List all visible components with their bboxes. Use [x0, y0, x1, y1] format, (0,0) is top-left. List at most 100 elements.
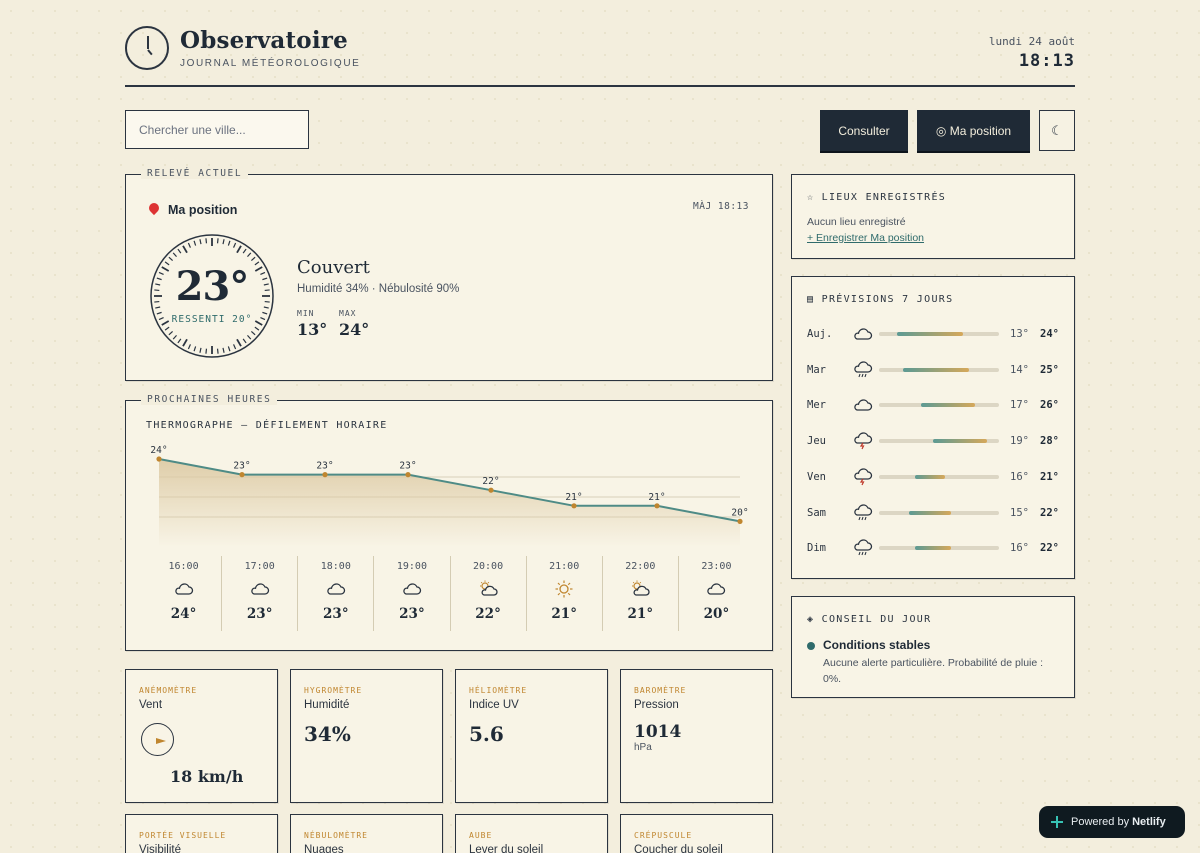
forecast-row[interactable]: Sam 15° 22°	[807, 503, 1059, 523]
hour-time: 17:00	[244, 561, 275, 572]
forecast-min: 15°	[1010, 506, 1029, 519]
current-date: lundi 24 août	[988, 35, 1075, 48]
hour-column[interactable]: 23:00 20°	[679, 556, 754, 631]
forecast-day: Dim	[807, 542, 826, 555]
netlify-badge[interactable]: Powered by Netlify	[1039, 806, 1185, 838]
chart-point	[322, 472, 328, 478]
forecast-title: ▤ PRÉVISIONS 7 JOURS	[807, 294, 954, 305]
max-label: MAX	[339, 309, 357, 318]
hour-time: 20:00	[473, 561, 504, 572]
min-block: MIN 13°	[297, 309, 327, 339]
thermograph-title: THERMOGRAPHE — DÉFILEMENT HORAIRE	[146, 420, 388, 431]
hour-column[interactable]: 16:00 24°	[146, 556, 223, 631]
forecast-max: 28°	[1040, 435, 1059, 448]
card-name: Vent	[139, 699, 163, 711]
chart-point	[571, 503, 577, 509]
hour-column[interactable]: 18:00 23°	[298, 556, 375, 631]
uv-card: HÉLIOMÈTRE Indice UV 5.6	[455, 669, 608, 803]
wind-speed: 18 km/h	[170, 767, 244, 786]
rain-icon	[852, 538, 879, 558]
chart-point	[156, 456, 162, 462]
forecast-min: 16°	[1010, 542, 1029, 555]
feels-like: RESSENTI 20°	[171, 314, 253, 325]
hour-temp: 23°	[323, 606, 349, 622]
forecast-day: Mar	[807, 363, 826, 376]
pressure-card: BAROMÈTRE Pression 1014 hPa	[620, 669, 773, 803]
hour-temp: 23°	[246, 606, 273, 622]
saved-empty-text: Aucun lieu enregistré	[807, 216, 906, 228]
temperature-dial: 23° RESSENTI 20°	[149, 233, 275, 359]
forecast-day: Auj.	[807, 328, 833, 340]
consult-button[interactable]: Consulter	[820, 110, 908, 151]
forecast-max: 25°	[1040, 363, 1059, 376]
pin-icon	[146, 200, 162, 216]
hourly-strip[interactable]: 16:00 24° 17:00 23° 18:00 23° 19:00 23° 20:0…	[146, 556, 754, 631]
clouds-card: NÉBULOMÈTRE Nuages	[290, 814, 443, 853]
forecast-max: 24°	[1040, 328, 1059, 340]
max-block: MAX 24°	[339, 309, 369, 339]
theme-toggle-button[interactable]: ☾	[1039, 110, 1075, 151]
hour-time: 23:00	[701, 561, 732, 572]
forecast-day: Jeu	[807, 435, 826, 448]
card-name: Nuages	[304, 844, 344, 853]
storm-icon	[852, 467, 879, 487]
pressure-unit: hPa	[634, 742, 652, 753]
advice-text: Aucune alerte particulière. Probabilité …	[823, 657, 1044, 685]
card-label: HÉLIOMÈTRE	[469, 686, 528, 695]
hour-column[interactable]: 22:00 21°	[603, 556, 679, 631]
forecast-min: 17°	[1010, 399, 1029, 412]
chart-point	[405, 472, 411, 478]
sun-cloud-icon	[603, 576, 678, 602]
hour-column[interactable]: 17:00 23°	[222, 556, 299, 631]
forecast-row[interactable]: Dim 16° 22°	[807, 538, 1059, 558]
forecast-row[interactable]: Mer 17° 26°	[807, 395, 1059, 415]
forecast-row[interactable]: Mar 14° 25°	[807, 360, 1059, 380]
forecast-min: 14°	[1010, 363, 1029, 376]
panel-legend: RELEVÉ ACTUEL	[141, 168, 249, 179]
card-name: Coucher du soleil	[634, 844, 723, 853]
hour-temp: 24°	[170, 606, 197, 622]
powered-by-label: Powered by	[1071, 816, 1130, 828]
forecast-max: 26°	[1040, 399, 1059, 412]
hour-column[interactable]: 19:00 23°	[374, 556, 451, 631]
cloud-icon	[222, 576, 297, 602]
min-temp: 13°	[297, 320, 328, 339]
dial-ticks-icon	[150, 234, 274, 358]
chart-point-label: 21°	[648, 492, 665, 503]
chart-point	[239, 472, 245, 478]
city-search-input[interactable]	[125, 110, 309, 149]
hour-temp: 21°	[627, 606, 654, 622]
forecast-day: Ven	[807, 470, 826, 483]
netlify-brand: Netlify	[1132, 816, 1166, 828]
card-label: ANÉMOMÈTRE	[139, 686, 198, 695]
compass-icon	[141, 723, 174, 756]
card-label: AUBE	[469, 831, 493, 840]
hour-column[interactable]: 20:00 22°	[451, 556, 527, 631]
card-label: CRÉPUSCULE	[634, 831, 693, 840]
save-position-link[interactable]: + Enregistrer Ma position	[807, 232, 925, 244]
temp-range-bar	[879, 332, 999, 336]
hour-column[interactable]: 21:00 21°	[527, 556, 603, 631]
sunset-card: CRÉPUSCULE Coucher du soleil	[620, 814, 773, 853]
visibility-card: PORTÉE VISUELLE Visibilité	[125, 814, 278, 853]
netlify-icon	[1051, 816, 1063, 828]
hour-temp: 23°	[399, 606, 425, 622]
saved-places-panel: ☆ LIEUX ENREGISTRÉS Aucun lieu enregistr…	[791, 174, 1075, 259]
advice-title: ◈ CONSEIL DU JOUR	[807, 614, 932, 625]
forecast-row[interactable]: Auj. 13° 24°	[807, 324, 1059, 344]
hour-temp: 20°	[703, 606, 730, 622]
forecast-row[interactable]: Jeu 19° 28°	[807, 431, 1059, 451]
uv-value: 5.6	[469, 722, 504, 746]
forecast-panel: ▤ PRÉVISIONS 7 JOURS Auj. 13° 24° Mar 14°…	[791, 276, 1075, 579]
rain-icon	[852, 503, 879, 523]
hour-time: 19:00	[396, 561, 427, 572]
hour-temp: 22°	[475, 606, 501, 622]
forecast-max: 21°	[1040, 470, 1059, 483]
cloud-icon	[298, 576, 373, 602]
forecast-max: 22°	[1040, 542, 1059, 555]
chart-point-label: 24°	[150, 445, 167, 456]
card-name: Indice UV	[469, 699, 519, 711]
my-position-button[interactable]: ◎ Ma position	[917, 110, 1030, 151]
chart-point	[737, 518, 743, 524]
forecast-row[interactable]: Ven 16° 21°	[807, 467, 1059, 487]
